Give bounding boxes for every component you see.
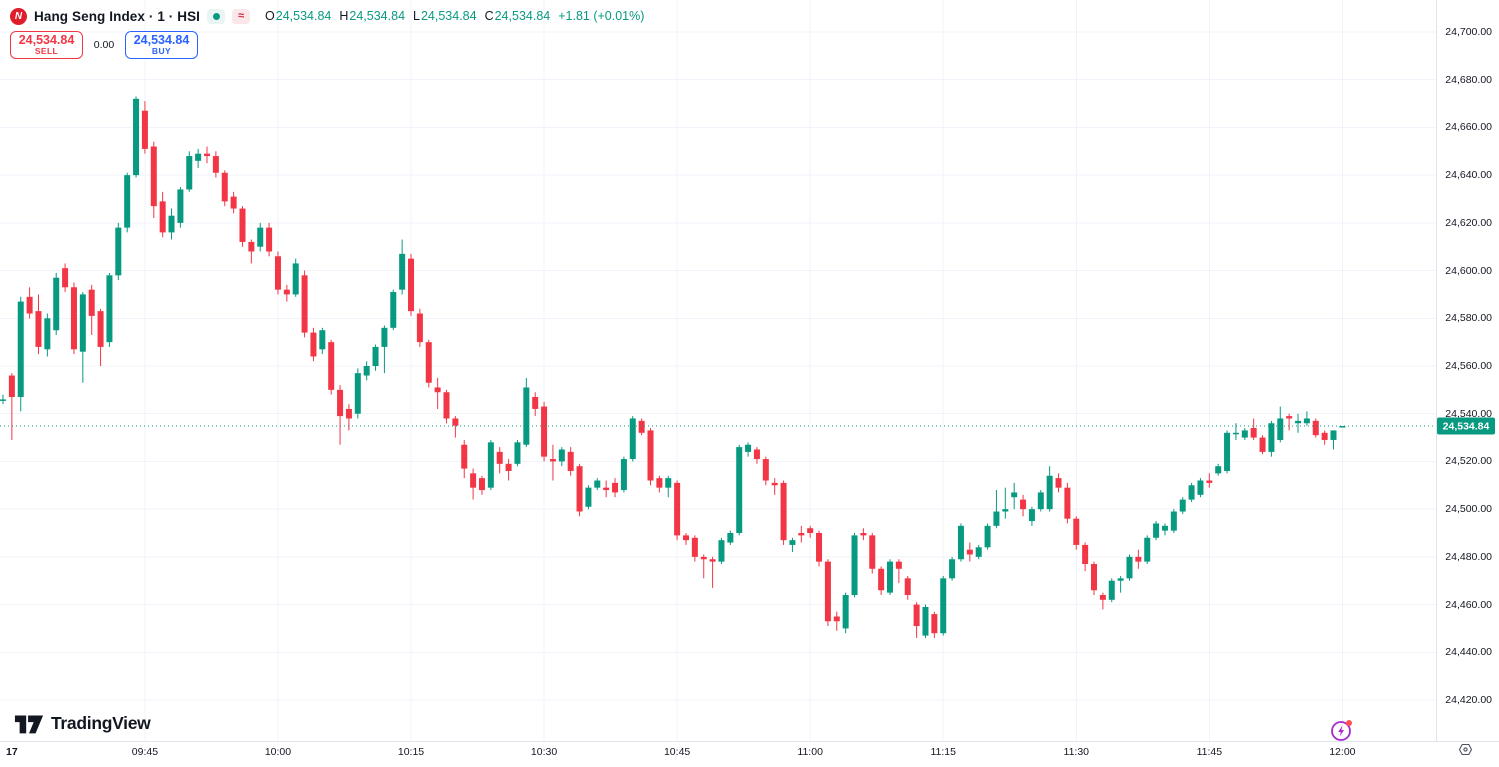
spark-lightning-icon[interactable] xyxy=(1330,719,1353,742)
close-value: 24,534.84 xyxy=(494,9,551,23)
time-axis-label: 11:00 xyxy=(797,746,823,758)
price-axis-label: 24,580.00 xyxy=(1445,312,1492,325)
price-axis-label: 24,640.00 xyxy=(1445,169,1492,182)
time-axis-label: 10:15 xyxy=(397,746,425,758)
sell-button[interactable]: 24,534.84 SELL xyxy=(10,31,83,59)
change-value: +1.81 (+0.01%) xyxy=(558,9,645,23)
price-axis-label: 24,600.00 xyxy=(1445,264,1492,277)
buy-price: 24,534.84 xyxy=(133,32,190,47)
price-axis-label: 24,540.00 xyxy=(1445,407,1492,420)
low-label: L xyxy=(413,9,420,23)
symbol-title[interactable]: Hang Seng Index · 1 · HSI xyxy=(34,8,201,24)
sell-price: 24,534.84 xyxy=(18,32,75,47)
price-axis-label: 24,680.00 xyxy=(1445,73,1492,86)
price-axis-label: 24,500.00 xyxy=(1445,503,1492,516)
price-axis-label: 24,620.00 xyxy=(1445,216,1492,229)
buy-label: BUY xyxy=(151,46,172,57)
price-axis-label: 24,480.00 xyxy=(1445,550,1492,563)
high-label: H xyxy=(339,9,349,23)
buy-button[interactable]: 24,534.84 BUY xyxy=(125,31,198,59)
low-value: 24,534.84 xyxy=(420,9,477,23)
price-axis-label: 24,700.00 xyxy=(1445,26,1492,38)
sell-label: SELL xyxy=(34,46,59,57)
tradingview-logo-icon xyxy=(14,715,44,734)
trade-panel: 24,534.84 SELL 0.00 24,534.84 BUY xyxy=(10,31,198,59)
symbol-legend[interactable]: N Hang Seng Index · 1 · HSI ≈ O 24,534.84… xyxy=(10,5,644,27)
time-axis-label: 11:30 xyxy=(1063,746,1090,758)
close-label: C xyxy=(484,9,494,23)
time-axis-label: 09:45 xyxy=(131,746,159,758)
open-value: 24,534.84 xyxy=(275,9,332,23)
last-price-badge[interactable]: 24,534.84 xyxy=(1437,417,1495,435)
tradingview-watermark[interactable]: TradingView xyxy=(14,710,151,736)
time-axis-label: 11:15 xyxy=(930,746,956,758)
high-value: 24,534.84 xyxy=(349,9,406,23)
price-axis-label: 24,660.00 xyxy=(1445,121,1492,134)
price-axis-label: 24,460.00 xyxy=(1445,598,1492,611)
spread-value: 0.00 xyxy=(93,39,115,51)
price-axis-label: 24,420.00 xyxy=(1445,693,1492,706)
delayed-data-icon[interactable]: ≈ xyxy=(232,8,251,24)
time-axis-label: 11:45 xyxy=(1196,746,1223,758)
time-axis-label: 10:00 xyxy=(264,746,292,758)
time-axis-label: 17 xyxy=(6,746,18,758)
market-open-dot-icon[interactable] xyxy=(207,8,226,24)
price-axis-separator[interactable] xyxy=(1436,0,1437,741)
tradingview-logo-text: TradingView xyxy=(51,712,151,733)
open-label: O xyxy=(265,9,275,23)
ohlc-readout: O 24,534.84 H 24,534.84 L 24,534.84 C 24,534… xyxy=(265,9,644,23)
symbol-logo-icon: N xyxy=(10,7,27,25)
price-axis-label: 24,440.00 xyxy=(1445,646,1492,659)
time-axis-label: 12:00 xyxy=(1329,746,1356,758)
time-axis-separator xyxy=(0,741,1499,742)
price-axis-label: 24,520.00 xyxy=(1445,455,1492,468)
time-axis-label: 10:45 xyxy=(663,746,691,758)
time-axis-label: 10:30 xyxy=(530,746,558,758)
price-axis-label: 24,560.00 xyxy=(1445,359,1492,372)
scale-settings-gear-icon[interactable] xyxy=(1458,742,1473,757)
